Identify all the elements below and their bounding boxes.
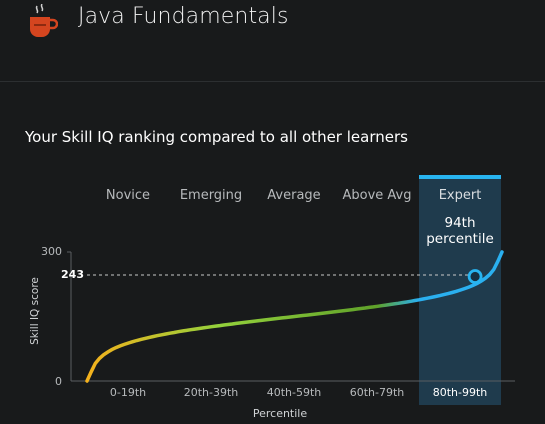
y-axis-title: Skill IQ score <box>29 277 41 345</box>
user-percentile-word: percentile <box>426 231 494 247</box>
x-tick-80th-99th: 80th-99th <box>432 386 488 399</box>
user-percentile-value: 94th <box>444 215 476 231</box>
coffee-cup-icon <box>30 4 58 37</box>
x-tick-60th-79th: 60th-79th <box>349 386 405 399</box>
user-percentile-label: 94th percentile <box>419 215 501 247</box>
x-tick-0-19th: 0-19th <box>109 386 147 399</box>
band-label-above-avg: Above Avg <box>342 188 412 203</box>
user-score-label: 243 <box>61 268 84 281</box>
band-label-emerging: Emerging <box>179 188 243 203</box>
expert-band-top-bar <box>419 175 501 179</box>
x-tick-40th-59th: 40th-59th <box>266 386 322 399</box>
x-tick-20th-39th: 20th-39th <box>183 386 239 399</box>
band-label-novice: Novice <box>105 188 151 203</box>
course-title: Java Fundamentals <box>78 4 289 29</box>
skill-curve-line <box>85 250 504 383</box>
section-title: Your Skill IQ ranking compared to all ot… <box>25 128 408 146</box>
y-tick-label-0: 0 <box>55 375 62 388</box>
y-tick-label-300: 300 <box>41 245 62 258</box>
course-header: Java Fundamentals <box>0 0 545 82</box>
user-score-marker <box>467 269 483 284</box>
x-axis-title: Percentile <box>252 407 308 420</box>
band-label-average: Average <box>267 188 321 203</box>
band-label-expert: Expert <box>438 188 482 203</box>
